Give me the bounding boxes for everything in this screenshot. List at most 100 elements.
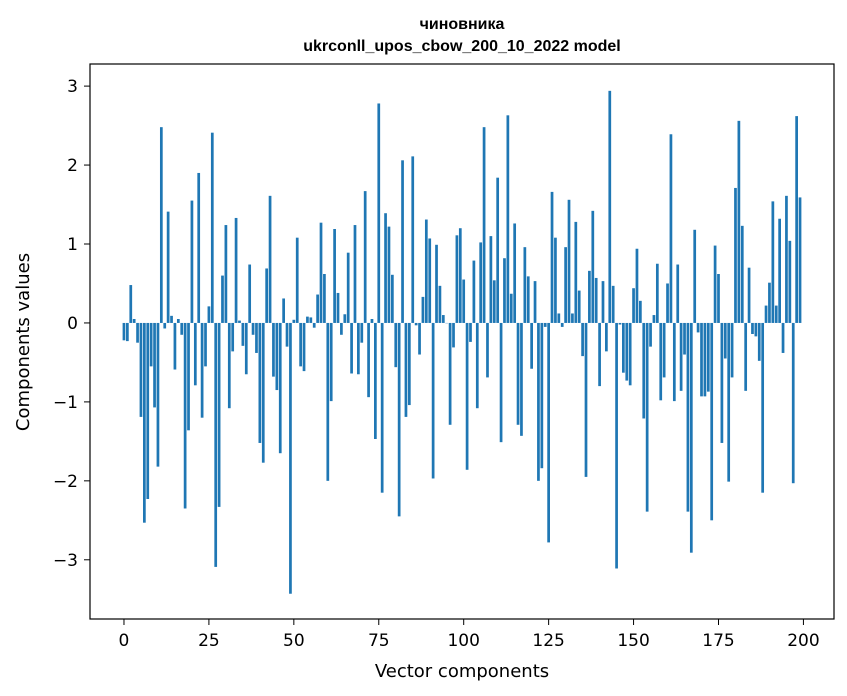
bars-group <box>122 90 802 594</box>
bar <box>475 322 479 409</box>
bar <box>323 274 326 323</box>
bar <box>248 264 252 323</box>
bar <box>700 322 703 397</box>
bar <box>584 322 588 477</box>
bar <box>768 282 771 323</box>
bar <box>132 319 136 323</box>
bar <box>295 237 299 323</box>
y-tick-label: 1 <box>67 235 78 255</box>
x-tick-label: 125 <box>532 631 564 651</box>
bar <box>231 322 235 352</box>
bar <box>428 238 432 323</box>
bar <box>187 322 190 431</box>
bar <box>791 322 795 484</box>
bar <box>655 263 659 323</box>
bar <box>397 322 401 517</box>
bar <box>316 294 319 323</box>
bar <box>166 211 170 323</box>
bar <box>156 322 160 467</box>
bar <box>594 277 598 323</box>
bar <box>710 322 714 521</box>
bar <box>740 225 744 323</box>
bar <box>431 322 435 479</box>
bar <box>224 225 228 323</box>
bar <box>258 322 262 443</box>
bar <box>713 245 717 323</box>
bar <box>217 322 221 507</box>
bar <box>737 120 741 323</box>
y-tick-label: 3 <box>67 77 78 97</box>
bar <box>754 322 758 337</box>
bar <box>506 115 510 323</box>
bar <box>615 322 618 569</box>
bar <box>319 222 323 323</box>
x-axis-ticks: 0 25 50 75 100 125 150 175 200 <box>119 619 820 651</box>
bar <box>299 322 302 367</box>
bar <box>757 322 761 361</box>
bar <box>176 319 180 323</box>
bar <box>387 226 391 323</box>
bar <box>326 322 330 481</box>
bar <box>540 322 544 469</box>
bar <box>798 197 802 323</box>
bar <box>149 322 153 367</box>
bar <box>163 322 167 329</box>
bar <box>435 244 438 323</box>
bar <box>472 260 476 323</box>
bar <box>611 285 615 323</box>
bar <box>554 237 557 323</box>
bar <box>526 276 530 323</box>
bar <box>418 322 421 355</box>
bar <box>774 305 778 323</box>
bar <box>363 191 367 323</box>
bar <box>564 247 567 323</box>
chart-title-line2: ukrconll_upos_cbow_200_10_2022 model <box>303 38 620 55</box>
x-tick-label: 0 <box>119 631 130 651</box>
bar <box>357 322 360 375</box>
bar <box>632 288 635 323</box>
bar <box>659 322 663 401</box>
bar <box>730 322 734 378</box>
bar <box>639 300 642 323</box>
y-tick-label: −3 <box>53 551 78 571</box>
bar <box>407 322 411 406</box>
bar <box>571 313 574 323</box>
bar <box>771 201 775 323</box>
bar <box>560 322 564 327</box>
bar <box>482 127 486 323</box>
bar <box>503 258 506 323</box>
bar <box>662 322 666 378</box>
bar <box>761 322 765 493</box>
bar <box>340 322 343 335</box>
bar <box>618 322 622 325</box>
bar <box>679 322 683 391</box>
bar <box>282 298 285 323</box>
bar <box>489 236 493 323</box>
bar <box>384 213 387 323</box>
bar <box>649 322 652 347</box>
bar <box>234 217 238 323</box>
bar <box>465 322 469 470</box>
bar <box>452 322 455 348</box>
bar <box>380 322 384 493</box>
bar <box>309 317 313 323</box>
bar <box>672 322 676 402</box>
bar <box>367 322 370 398</box>
bar <box>781 322 785 353</box>
x-tick-label: 200 <box>787 631 819 651</box>
y-tick-label: −1 <box>53 393 78 413</box>
bar <box>214 322 218 567</box>
bar <box>227 322 231 409</box>
bar <box>795 116 798 323</box>
bar <box>210 132 214 323</box>
bar <box>785 195 788 323</box>
bar <box>414 322 418 326</box>
bar <box>241 322 245 346</box>
bar <box>666 283 669 323</box>
bar <box>530 322 533 369</box>
bar <box>581 322 584 357</box>
bar <box>744 322 748 391</box>
bar <box>265 268 269 323</box>
bar <box>513 223 517 323</box>
